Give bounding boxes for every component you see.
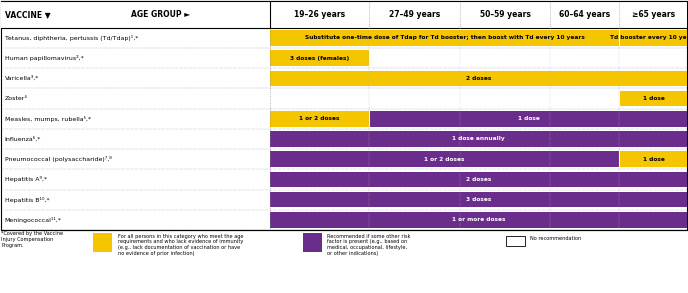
Bar bbox=[270, 151, 619, 167]
Text: VACCINE ▼: VACCINE ▼ bbox=[5, 10, 50, 19]
Text: Measles, mumps, rubella⁵,*: Measles, mumps, rubella⁵,* bbox=[5, 116, 91, 122]
Bar bbox=[270, 131, 687, 147]
Text: Tetanus, diphtheria, pertussis (Td/Tdap)¹,*: Tetanus, diphtheria, pertussis (Td/Tdap)… bbox=[5, 35, 138, 41]
Bar bbox=[620, 30, 687, 46]
Bar bbox=[270, 172, 687, 187]
Text: Meningococcal¹¹,*: Meningococcal¹¹,* bbox=[5, 217, 62, 223]
Bar bbox=[270, 30, 619, 46]
Bar bbox=[620, 91, 687, 106]
Text: 2 doses: 2 doses bbox=[466, 76, 491, 81]
Bar bbox=[270, 212, 687, 228]
Text: Hepatitis A⁹,*: Hepatitis A⁹,* bbox=[5, 176, 47, 183]
Text: 60–64 years: 60–64 years bbox=[559, 10, 610, 19]
Text: Zoster⁴: Zoster⁴ bbox=[5, 96, 28, 101]
Text: No recommendation: No recommendation bbox=[530, 236, 581, 241]
Text: 50–59 years: 50–59 years bbox=[480, 10, 530, 19]
Text: 3 doses: 3 doses bbox=[466, 197, 491, 202]
Bar bbox=[270, 111, 369, 127]
Bar bbox=[506, 236, 525, 246]
Text: Human papillomavirus²,*: Human papillomavirus²,* bbox=[5, 55, 83, 61]
Text: ≥65 years: ≥65 years bbox=[632, 10, 675, 19]
Text: 1 or more doses: 1 or more doses bbox=[452, 217, 506, 222]
Text: Td booster every 10 years: Td booster every 10 years bbox=[610, 35, 688, 40]
Bar bbox=[270, 71, 687, 86]
Text: 1 dose: 1 dose bbox=[643, 157, 665, 162]
Text: Influenza⁶,*: Influenza⁶,* bbox=[5, 136, 41, 142]
Text: 2 doses: 2 doses bbox=[466, 177, 491, 182]
Text: AGE GROUP ►: AGE GROUP ► bbox=[131, 10, 190, 19]
Bar bbox=[1, 1, 687, 28]
Bar bbox=[620, 151, 687, 167]
Text: 19–26 years: 19–26 years bbox=[294, 10, 345, 19]
Bar bbox=[303, 233, 322, 252]
Text: 1 dose annually: 1 dose annually bbox=[453, 137, 505, 142]
Text: 1 or 2 doses: 1 or 2 doses bbox=[299, 116, 340, 121]
Bar bbox=[270, 192, 687, 207]
Text: 1 dose: 1 dose bbox=[518, 116, 539, 121]
Text: 1 dose: 1 dose bbox=[643, 96, 665, 101]
Text: Substitute one-time dose of Tdap for Td booster; then boost with Td every 10 yea: Substitute one-time dose of Tdap for Td … bbox=[305, 35, 584, 40]
Text: 27–49 years: 27–49 years bbox=[389, 10, 440, 19]
Text: Pneumococcal (polysaccharide)⁷,⁸: Pneumococcal (polysaccharide)⁷,⁸ bbox=[5, 156, 111, 162]
Bar bbox=[270, 50, 369, 66]
Text: Varicella³,*: Varicella³,* bbox=[5, 76, 39, 81]
Bar bbox=[93, 233, 112, 252]
Text: For all persons in this category who meet the age
requirements and who lack evid: For all persons in this category who mee… bbox=[118, 234, 243, 256]
Text: 3 doses (females): 3 doses (females) bbox=[290, 56, 350, 61]
Text: Recommended if some other risk
factor is present (e.g., based on
medical, occupa: Recommended if some other risk factor is… bbox=[327, 234, 411, 256]
Text: *Covered by the Vaccine
Injury Compensation
Program.: *Covered by the Vaccine Injury Compensat… bbox=[1, 231, 63, 248]
Bar bbox=[1, 1, 687, 230]
Text: 1 or 2 doses: 1 or 2 doses bbox=[424, 157, 464, 162]
Text: Hepatitis B¹⁰,*: Hepatitis B¹⁰,* bbox=[5, 197, 50, 203]
Bar bbox=[370, 111, 687, 127]
